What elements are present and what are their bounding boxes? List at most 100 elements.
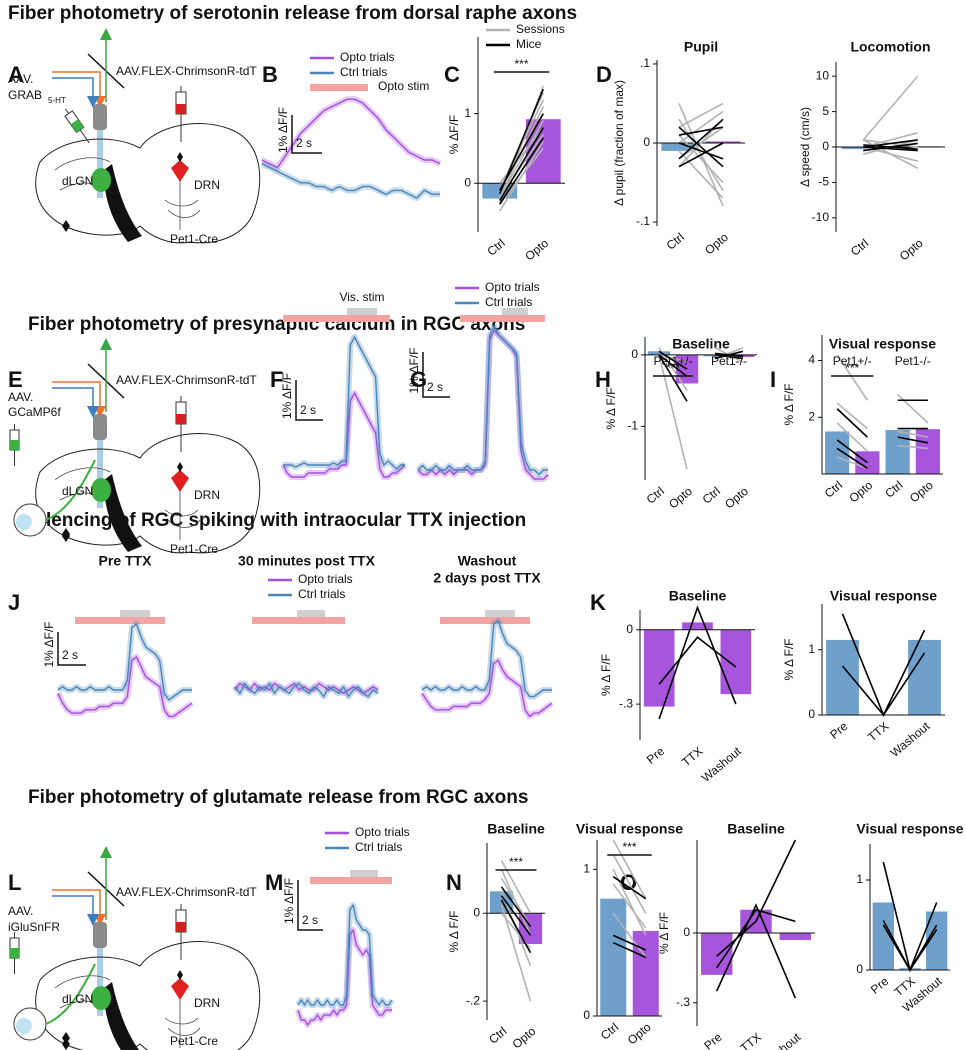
scale-label: 1% ΔF/F bbox=[276, 107, 290, 153]
panel-label: F bbox=[270, 367, 283, 392]
x-tick-label: Ctrl bbox=[486, 1024, 509, 1047]
panel-label: E bbox=[8, 367, 23, 392]
nucleus-label: DRN bbox=[194, 488, 220, 502]
mouse-line bbox=[499, 127, 544, 202]
y-tick-label: -5 bbox=[818, 175, 829, 189]
x-tick-label: Opto bbox=[625, 1020, 654, 1048]
session-line bbox=[499, 120, 544, 198]
bar bbox=[489, 891, 514, 914]
panel-label: H bbox=[595, 367, 611, 392]
y-tick-label: 0 bbox=[643, 135, 650, 149]
significance-label: *** bbox=[622, 840, 636, 854]
scale-label: 1% ΔF/F bbox=[407, 347, 421, 393]
x-tick-label: Pre bbox=[701, 1030, 725, 1050]
session-line bbox=[836, 456, 868, 470]
x-tick-label: Ctrl bbox=[664, 230, 687, 253]
session-line bbox=[499, 134, 544, 198]
nucleus-label: DRN bbox=[194, 178, 220, 192]
opto-stim-bar bbox=[75, 617, 165, 624]
session-line bbox=[863, 132, 918, 148]
mouse-line bbox=[836, 439, 868, 464]
legend-label: Ctrl trials bbox=[298, 587, 345, 601]
y-tick-label: 0 bbox=[856, 962, 863, 976]
y-tick-label: 5 bbox=[822, 104, 829, 118]
opto-stim-bar bbox=[252, 617, 345, 624]
scale-label: 2 s bbox=[302, 913, 318, 927]
session-line bbox=[499, 147, 544, 205]
mouse-line bbox=[714, 354, 744, 360]
bar bbox=[643, 629, 675, 707]
trace-line bbox=[234, 682, 379, 698]
x-tick-label: Ctrl bbox=[484, 236, 507, 259]
panel-label: D bbox=[596, 62, 612, 87]
session-line bbox=[678, 150, 724, 199]
legend-label: Ctrl trials bbox=[340, 65, 387, 79]
group-label: Pet1-/- bbox=[895, 354, 931, 368]
session-line bbox=[715, 903, 797, 999]
mouse-line bbox=[863, 146, 918, 152]
session-line bbox=[500, 891, 532, 967]
session-line bbox=[658, 354, 688, 470]
trace-line bbox=[421, 659, 553, 718]
trace-band bbox=[415, 323, 548, 478]
trace-line bbox=[417, 325, 548, 476]
x-tick-label: TTX bbox=[865, 719, 891, 744]
mouse-line bbox=[500, 899, 532, 954]
x-tick-label: Opto bbox=[722, 484, 751, 512]
chart-title: Visual response bbox=[829, 336, 936, 352]
x-tick-label: Ctrl bbox=[598, 1020, 621, 1043]
legend-label: Ctrl trials bbox=[355, 840, 402, 854]
scale-label: 2 s bbox=[62, 648, 78, 662]
chart-title: 30 minutes post TTX bbox=[238, 553, 376, 569]
line-label: Pet1-Cre bbox=[170, 542, 218, 556]
legend-label: Sessions bbox=[516, 22, 565, 36]
chart-title: Washout bbox=[458, 553, 517, 569]
mouse-line bbox=[678, 126, 724, 136]
virus-label: GCaMP6f bbox=[8, 405, 61, 419]
virus-label: AAV. bbox=[8, 904, 33, 918]
construct-label: AAV.FLEX-ChrimsonR-tdT bbox=[116, 373, 257, 387]
mouse-line bbox=[897, 436, 929, 444]
panel-label: M bbox=[265, 870, 283, 895]
significance-label: *** bbox=[514, 57, 528, 71]
trace-line bbox=[57, 623, 192, 701]
x-tick-label: TTX bbox=[738, 1030, 764, 1050]
mouse-line bbox=[678, 118, 724, 160]
scale-label: 2 s bbox=[300, 403, 316, 417]
y-tick-label: -.2 bbox=[466, 993, 480, 1007]
y-tick-label: 1 bbox=[464, 106, 471, 120]
chart-title: Baseline bbox=[672, 336, 730, 352]
y-tick-label: 0 bbox=[626, 622, 633, 636]
bar bbox=[841, 147, 886, 150]
legend-label: Opto trials bbox=[298, 572, 353, 586]
x-tick-label: Opto bbox=[907, 478, 936, 506]
vis-stim-bar bbox=[350, 870, 378, 877]
section-title: Fiber photometry of glutamate release fr… bbox=[28, 787, 528, 808]
mouse-line bbox=[678, 142, 724, 168]
bar bbox=[600, 898, 627, 1016]
y-tick-label: -.3 bbox=[619, 696, 633, 710]
x-tick-label: Opto bbox=[510, 1024, 539, 1050]
vis-stim-bar bbox=[297, 610, 325, 617]
x-tick-label: Washout bbox=[888, 719, 933, 760]
x-tick-label: Washout bbox=[758, 1030, 803, 1050]
scale-label: 2 s bbox=[427, 380, 443, 394]
bar bbox=[779, 933, 812, 940]
mouse-line bbox=[714, 352, 744, 358]
y-axis-label: % Δ F/F bbox=[782, 383, 796, 425]
y-tick-label: 0 bbox=[683, 925, 690, 939]
section-title: Fiber photometry of serotonin release fr… bbox=[8, 3, 577, 24]
legend-label: Opto trials bbox=[485, 280, 540, 294]
bar bbox=[826, 639, 859, 715]
session-line bbox=[897, 430, 929, 438]
session-line bbox=[716, 908, 796, 969]
region-label: dLGN bbox=[62, 992, 93, 1006]
mouse-line bbox=[678, 142, 724, 160]
y-tick-label: 0 bbox=[464, 175, 471, 189]
session-line bbox=[836, 402, 868, 430]
x-tick-label: Washout bbox=[699, 744, 744, 785]
bar bbox=[872, 902, 894, 970]
x-tick-label: Ctrl bbox=[700, 484, 723, 507]
opto-stim-bar bbox=[460, 315, 545, 322]
